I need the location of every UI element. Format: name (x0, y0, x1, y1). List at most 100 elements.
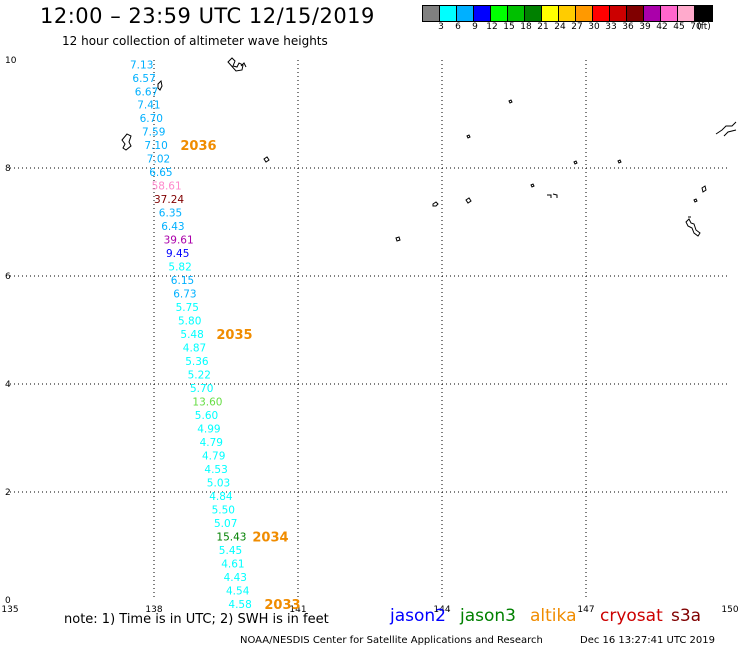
color-scale-label: 15 (503, 22, 515, 32)
island-small-11 (693, 198, 698, 203)
latitude-tick-label: 6 (5, 272, 11, 282)
longitude-tick-label: 141 (289, 605, 306, 615)
page-subtitle: 12 hour collection of altimeter wave hei… (62, 34, 328, 48)
color-scale-label: 42 (656, 22, 668, 32)
island-small-9 (395, 236, 401, 242)
wave-height-value: 5.70 (190, 383, 213, 395)
wave-height-value: 4.87 (183, 342, 206, 354)
color-scale-label: 18 (520, 22, 532, 32)
color-scale-label: 9 (472, 22, 478, 32)
wave-height-value: 6.15 (171, 275, 194, 287)
wave-height-value: 7.59 (142, 126, 165, 138)
satellite-legend-jason2: jason2 (390, 606, 446, 626)
wave-height-value: 4.84 (209, 491, 233, 503)
color-scale-label: 27 (571, 22, 583, 32)
color-scale-label: 36 (622, 22, 634, 32)
color-scale-label: 33 (605, 22, 617, 32)
color-swatch (491, 6, 508, 21)
color-scale-label: 39 (639, 22, 651, 32)
wave-height-value: 4.43 (224, 572, 247, 584)
wave-height-value: 5.82 (168, 261, 191, 273)
axis-tick-labels: 135 138 141 144 147 150 0 2 4 6 8 10 (1, 56, 738, 615)
color-swatch (644, 6, 661, 21)
page-title: 12:00 – 23:59 UTC 12/15/2019 (40, 4, 375, 28)
wave-height-value: 6.70 (140, 113, 163, 125)
wave-height-value: 5.80 (178, 315, 201, 327)
wave-height-value: 6.67 (135, 86, 158, 98)
color-swatch (542, 6, 559, 21)
wave-height-value: 13.60 (192, 396, 222, 408)
wave-height-value: 5.07 (214, 518, 237, 530)
wave-height-value: 7.13 (130, 59, 153, 71)
wave-height-value: 5.50 (212, 504, 235, 516)
island-small-10 (701, 185, 707, 193)
wave-height-value: 4.53 (204, 464, 227, 476)
color-scale-label: 21 (537, 22, 549, 32)
wave-height-value: 7.41 (137, 99, 160, 111)
color-scale-bar (422, 5, 713, 22)
color-scale-label: 12 (486, 22, 498, 32)
color-scale-label: 45 (673, 22, 685, 32)
color-swatch (610, 6, 627, 21)
color-swatch (508, 6, 525, 21)
color-swatch (678, 6, 695, 21)
color-scale-label: 70 (690, 22, 702, 32)
wave-height-value: 6.35 (159, 207, 182, 219)
track-time-label: 2036 (180, 139, 216, 154)
wave-height-value: 5.75 (176, 302, 199, 314)
color-scale-unit: (ft) (697, 22, 711, 32)
longitude-tick-label: 144 (433, 605, 450, 615)
color-scale-label: 3 (438, 22, 444, 32)
wave-height-value: 58.61 (152, 180, 182, 192)
color-swatch (695, 6, 712, 21)
coastlines (121, 57, 737, 242)
color-swatch (627, 6, 644, 21)
color-swatch (440, 6, 457, 21)
track-time-label: 2033 (264, 598, 300, 613)
wave-height-value: 5.45 (219, 545, 242, 557)
color-scale-labels: 3 6 9 12 15 18 21 24 27 30 33 36 39 42 45 70 (ft) (422, 22, 740, 34)
wave-height-value: 5.48 (180, 329, 203, 341)
track-time-label: 2034 (252, 530, 288, 545)
island-small-2 (466, 134, 471, 139)
wave-height-value: 5.60 (195, 410, 218, 422)
color-swatch (559, 6, 576, 21)
latitude-tick-label: 8 (5, 164, 11, 174)
wave-height-value: 37.24 (154, 194, 184, 206)
wave-height-value: 15.43 (216, 531, 246, 543)
color-scale-label: 30 (588, 22, 600, 32)
longitude-tick-label: 150 (721, 605, 738, 615)
wave-height-value: 7.10 (144, 140, 167, 152)
wave-height-value: 4.79 (200, 437, 223, 449)
satellite-legend-altika: altika (530, 606, 577, 626)
wave-height-value: 5.03 (207, 477, 230, 489)
island-palau (121, 133, 132, 151)
color-swatch (525, 6, 542, 21)
satellite-legend-cryosat: cryosat (600, 606, 663, 626)
island-png-north (715, 121, 737, 137)
wave-height-readings: 7.13 6.576.677.41 6.707.59 7.107.02 6.6558.6… (130, 59, 301, 612)
wave-height-value: 6.43 (161, 221, 184, 233)
satellite-legend-s3a: s3a (671, 606, 702, 626)
footer-timestamp: Dec 16 13:27:41 UTC 2019 (580, 635, 715, 646)
lat-lon-grid (10, 60, 730, 600)
wave-height-value: 5.36 (185, 356, 209, 368)
satellite-legend-jason3: jason3 (460, 606, 516, 626)
color-scale-label: 24 (554, 22, 566, 32)
wave-height-value: 5.22 (188, 369, 211, 381)
island-small-12 (685, 216, 701, 237)
island-small-8 (432, 201, 439, 207)
wave-height-value: 39.61 (164, 234, 194, 246)
latitude-tick-label: 0 (5, 596, 11, 606)
island-small-6 (547, 193, 558, 198)
color-scale-label: 6 (455, 22, 461, 32)
wave-height-value: 4.79 (202, 450, 225, 462)
island-small-1 (508, 99, 513, 104)
color-swatch (593, 6, 610, 21)
wave-height-value: 7.02 (147, 153, 170, 165)
longitude-tick-label: 138 (145, 605, 162, 615)
island-small-4 (617, 159, 622, 164)
color-swatch (661, 6, 678, 21)
wave-height-value: 6.73 (173, 288, 196, 300)
